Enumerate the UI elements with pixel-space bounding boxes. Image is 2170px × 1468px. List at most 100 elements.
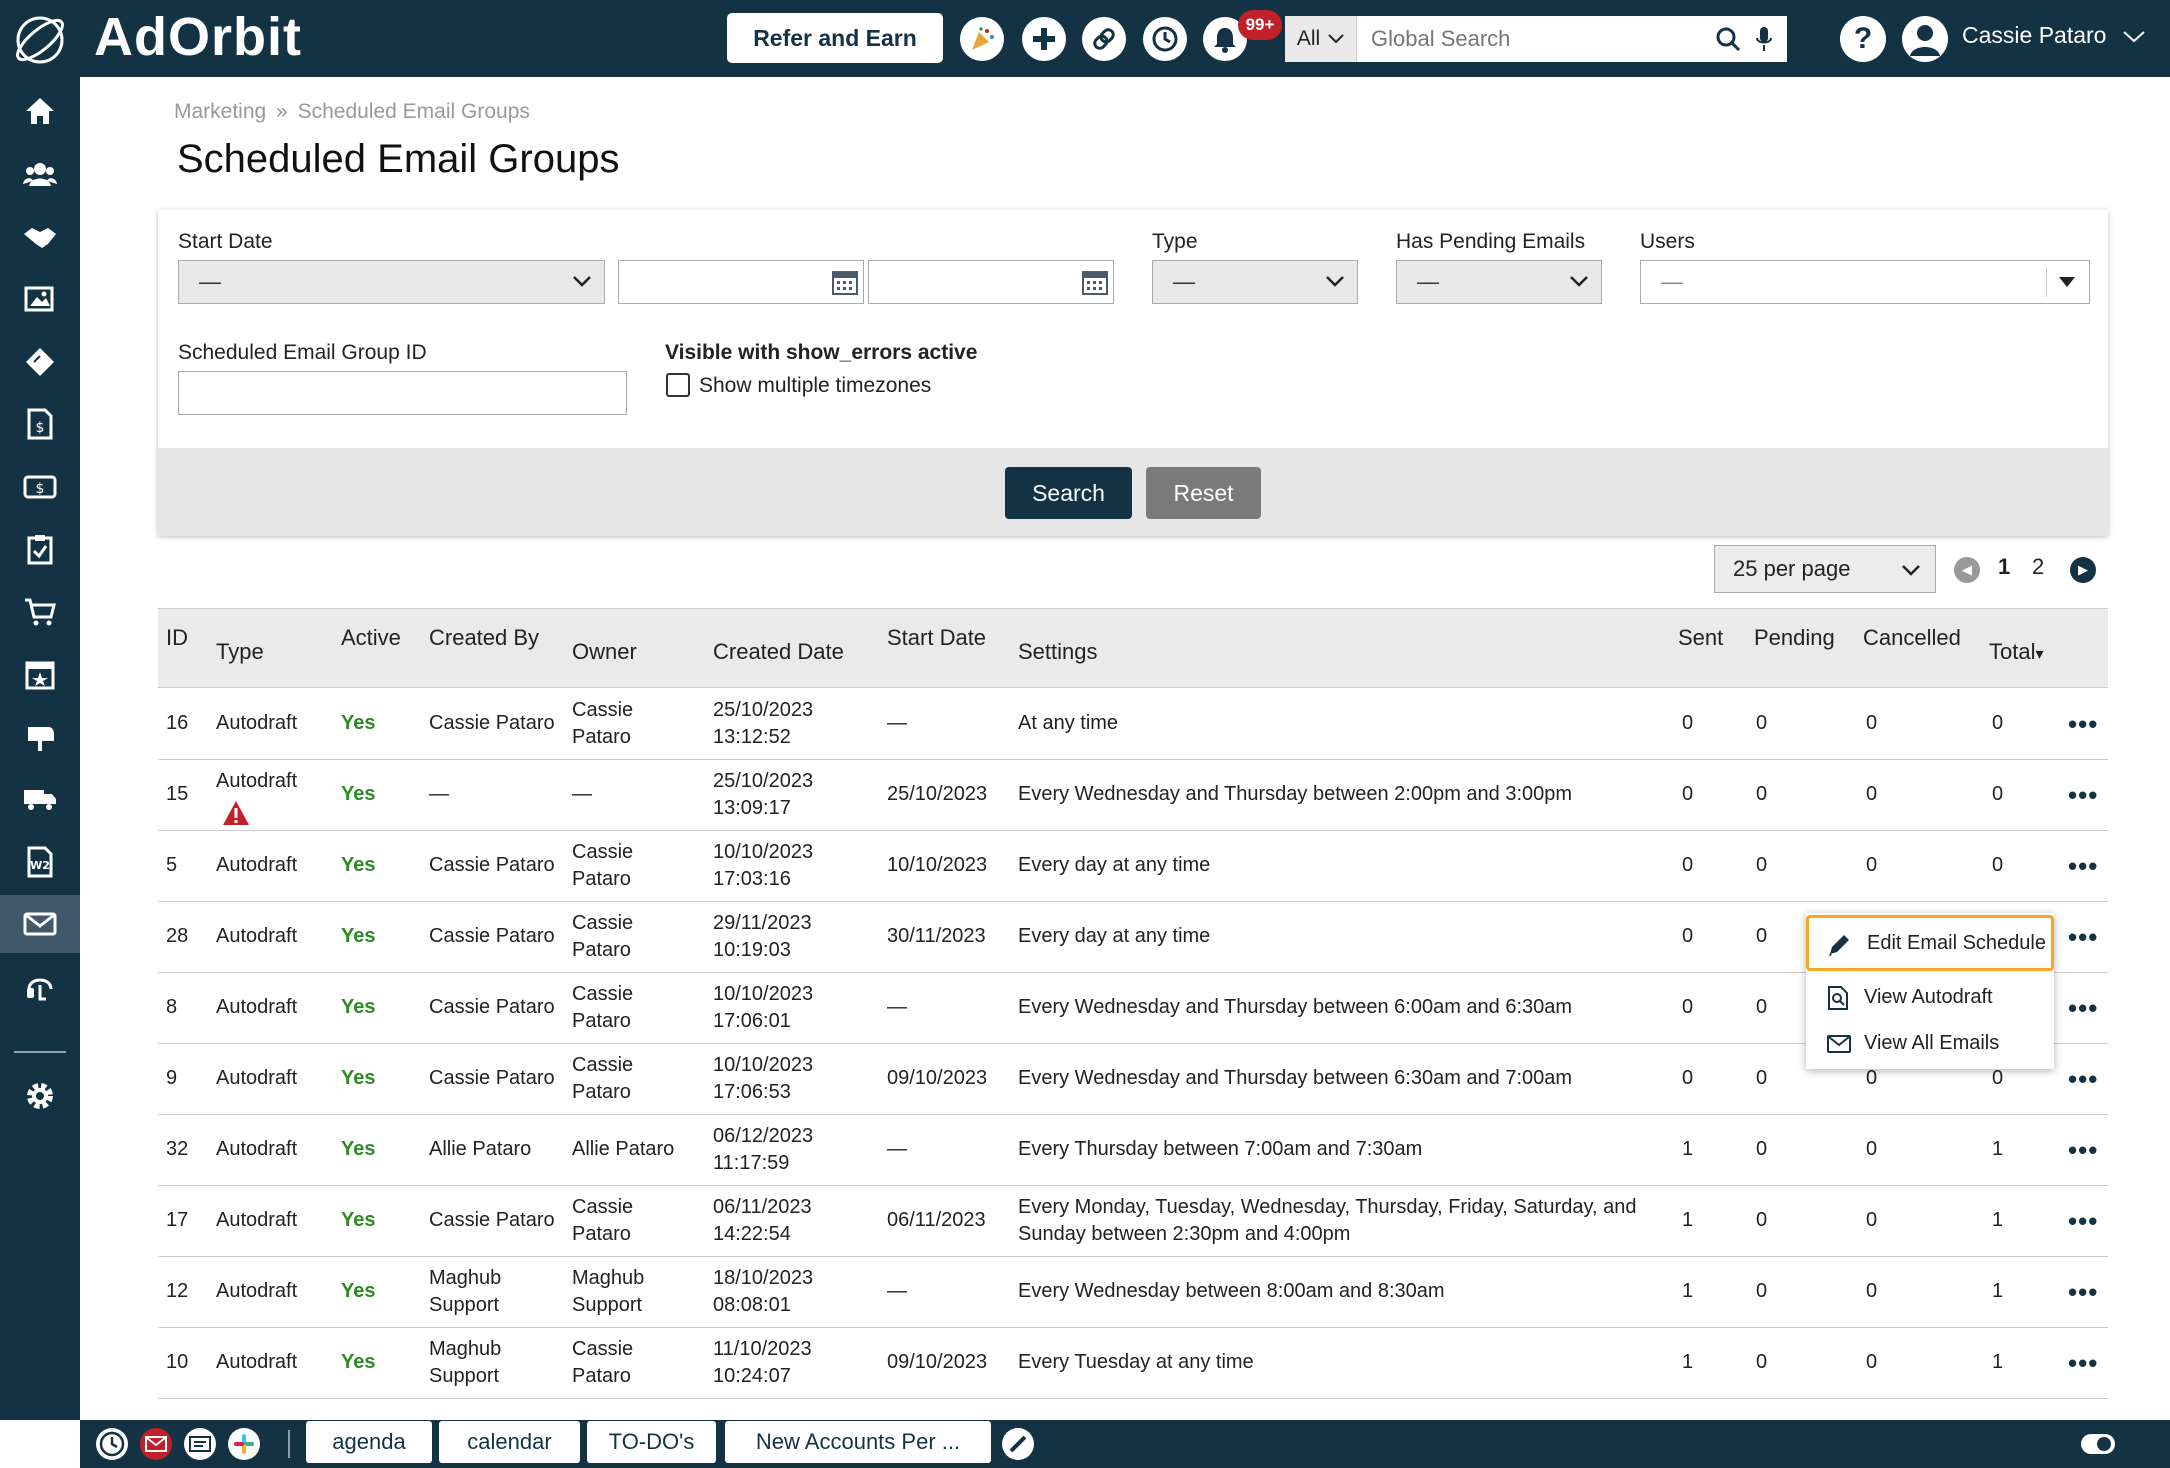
breadcrumb-link-marketing[interactable]: Marketing	[174, 100, 267, 123]
group-id-input[interactable]	[178, 371, 627, 415]
calendar-icon[interactable]	[1081, 268, 1109, 296]
col-pending[interactable]: Pending	[1754, 625, 1835, 650]
col-created-by[interactable]: Created By	[429, 625, 540, 650]
row-actions-icon[interactable]: •••	[2068, 1064, 2099, 1094]
sidebar-item-settings[interactable]	[0, 1067, 80, 1125]
sidebar-item-tickets[interactable]	[0, 333, 80, 391]
table-row[interactable]: 17 Autodraft Yes Cassie Pataro Cassie Pataro…	[158, 1186, 2108, 1257]
col-settings[interactable]: Settings	[1018, 639, 1098, 664]
col-type[interactable]: Type	[216, 639, 264, 664]
start-date-from-input[interactable]	[618, 260, 864, 304]
start-date-to-input[interactable]	[868, 260, 1114, 304]
party-popper-icon[interactable]	[960, 17, 1004, 61]
view-all-emails-menu-item[interactable]: View All Emails	[1806, 1017, 2054, 1069]
table-row[interactable]: 10 Autodraft Yes Maghub Support Cassie Patar…	[158, 1328, 2108, 1399]
search-icon[interactable]	[1715, 26, 1741, 52]
row-actions-icon[interactable]: •••	[2068, 709, 2099, 739]
previous-page-icon[interactable]: ◀	[1954, 557, 1980, 583]
global-search-input[interactable]	[1357, 16, 1715, 62]
tab-todos[interactable]: TO-DO's	[587, 1421, 716, 1463]
reset-button[interactable]: Reset	[1146, 467, 1261, 519]
col-owner[interactable]: Owner	[572, 639, 637, 664]
tab-agenda[interactable]: agenda	[306, 1421, 432, 1463]
tab-new-accounts[interactable]: New Accounts Per ...	[725, 1421, 991, 1463]
cell-settings: Every Wednesday between 8:00am and 8:30a…	[1018, 1280, 1445, 1302]
sidebar-item-deals[interactable]	[0, 208, 80, 266]
mail-list-icon[interactable]	[184, 1428, 216, 1460]
next-page-icon[interactable]: ▶	[2070, 557, 2096, 583]
tab-calendar[interactable]: calendar	[439, 1421, 580, 1463]
sidebar-item-payments[interactable]: $	[0, 458, 80, 516]
users-select[interactable]: —	[1640, 260, 2090, 304]
col-cancelled[interactable]: Cancelled	[1863, 625, 1961, 650]
edit-email-schedule-menu-item[interactable]: Edit Email Schedule	[1806, 915, 2054, 971]
show-multiple-timezones-label[interactable]: Show multiple timezones	[699, 374, 932, 397]
user-avatar-icon[interactable]	[1902, 16, 1948, 62]
table-row[interactable]: 28 Autodraft Yes Cassie Pataro Cassie Pataro…	[158, 902, 2108, 973]
row-actions-icon[interactable]: •••	[2068, 851, 2099, 881]
view-autodraft-menu-item[interactable]: View Autodraft	[1806, 971, 2054, 1023]
sidebar-item-tasks[interactable]	[0, 520, 80, 578]
refer-and-earn-button[interactable]: Refer and Earn	[727, 13, 943, 63]
type-select[interactable]: —	[1152, 260, 1358, 304]
sidebar-item-orders[interactable]	[0, 583, 80, 641]
add-icon[interactable]	[1022, 17, 1066, 61]
row-actions-icon[interactable]: •••	[2068, 993, 2099, 1023]
col-active[interactable]: Active	[341, 625, 401, 650]
search-button[interactable]: Search	[1005, 467, 1132, 519]
col-sent[interactable]: Sent	[1678, 625, 1724, 650]
col-total[interactable]: Total▾	[1989, 639, 2044, 665]
sidebar-item-delivery[interactable]	[0, 770, 80, 828]
sidebar-item-tax-forms[interactable]: W2	[0, 833, 80, 891]
sidebar-item-home[interactable]	[0, 82, 80, 140]
page-2-link[interactable]: 2	[2032, 554, 2045, 579]
table-row[interactable]: 32 Autodraft Yes Allie Pataro Allie Pataro 06…	[158, 1115, 2108, 1186]
col-id[interactable]: ID	[166, 625, 188, 650]
cell-pending: 0	[1756, 1351, 1768, 1373]
table-row[interactable]: 12 Autodraft Yes Maghub Support Maghub Suppo…	[158, 1257, 2108, 1328]
show-multiple-timezones-checkbox[interactable]	[666, 373, 690, 397]
sidebar-item-invoices[interactable]: $	[0, 395, 80, 453]
type-value: —	[1173, 269, 1195, 294]
help-icon[interactable]: ?	[1840, 16, 1886, 62]
warning-icon	[223, 801, 249, 825]
per-page-select[interactable]: 25 per page	[1714, 545, 1936, 593]
microphone-icon[interactable]	[1755, 26, 1773, 52]
row-actions-icon[interactable]: •••	[2068, 1206, 2099, 1236]
sidebar-item-support[interactable]	[0, 958, 80, 1016]
table-row[interactable]: 9 Autodraft Yes Cassie Pataro Cassie Pataro 1…	[158, 1044, 2108, 1115]
table-row[interactable]: 5 Autodraft Yes Cassie Pataro Cassie Pataro 1…	[158, 831, 2108, 902]
history-clock-icon[interactable]	[1143, 17, 1187, 61]
sidebar-item-contacts[interactable]	[0, 145, 80, 203]
edit-tabs-icon[interactable]	[1002, 1428, 1034, 1460]
row-actions-icon[interactable]: •••	[2068, 780, 2099, 810]
sidebar-item-campaigns[interactable]	[0, 708, 80, 766]
table-row[interactable]: 8 Autodraft Yes Cassie Pataro Cassie Pataro 1…	[158, 973, 2108, 1044]
clock-icon[interactable]	[96, 1428, 128, 1460]
link-icon[interactable]	[1082, 17, 1126, 61]
sidebar-item-events[interactable]	[0, 645, 80, 703]
col-created-date[interactable]: Created Date	[713, 639, 844, 664]
has-pending-emails-select[interactable]: —	[1396, 260, 1602, 304]
user-menu[interactable]: Cassie Pataro	[1962, 22, 2145, 49]
start-date-range-select[interactable]: —	[178, 260, 605, 304]
table-row[interactable]: 16 Autodraft Yes Cassie Pataro Cassie Pataro…	[158, 689, 2108, 760]
calendar-icon[interactable]	[831, 268, 859, 296]
row-actions-icon[interactable]: •••	[2068, 1348, 2099, 1378]
app-logo-text[interactable]: AdOrbit	[94, 7, 302, 67]
sidebar-item-marketing[interactable]	[0, 895, 80, 953]
row-actions-icon[interactable]: •••	[2068, 1135, 2099, 1165]
table-row[interactable]: 15 Autodraft Yes — — 25/10/2023 13:09:17 25/10…	[158, 760, 2108, 831]
toggle-icon[interactable]	[2080, 1428, 2116, 1460]
adorbit-logo-icon[interactable]	[10, 10, 70, 70]
page-1-link[interactable]: 1	[1998, 554, 2011, 579]
row-actions-icon[interactable]: •••	[2068, 1277, 2099, 1307]
search-scope-select[interactable]: All	[1285, 16, 1357, 62]
col-start-date[interactable]: Start Date	[887, 625, 987, 650]
global-search: All	[1285, 16, 1787, 62]
slack-icon[interactable]	[228, 1428, 260, 1460]
cell-settings: Every Wednesday and Thursday between 6:0…	[1018, 996, 1573, 1018]
row-actions-icon[interactable]: •••	[2068, 922, 2099, 952]
email-alert-icon[interactable]	[140, 1428, 172, 1460]
sidebar-item-media[interactable]	[0, 270, 80, 328]
